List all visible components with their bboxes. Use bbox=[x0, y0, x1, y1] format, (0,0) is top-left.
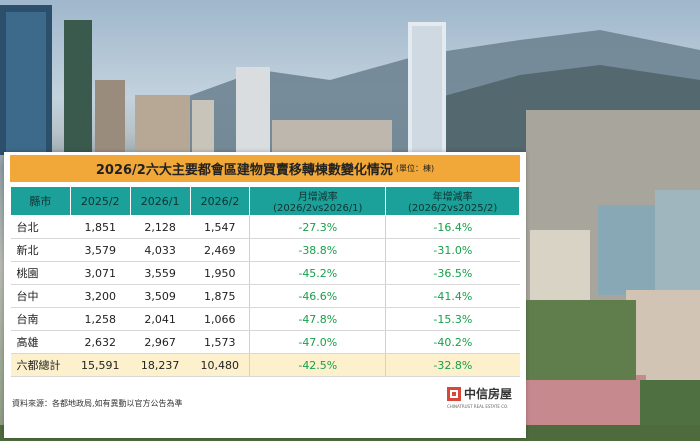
statistics-card: 2026/2六大主要都會區建物買賣移轉棟數變化情況 (單位：棟) 縣市 2025… bbox=[4, 152, 526, 438]
mom-cell: -46.6% bbox=[249, 284, 387, 308]
header-region: 縣市 bbox=[10, 186, 71, 216]
mom-cell: -38.8% bbox=[249, 238, 387, 262]
mom-cell: -47.0% bbox=[249, 330, 387, 354]
header-mom: 月增減率 (2026/2vs2026/1) bbox=[249, 186, 387, 216]
table-row: 桃園 3,071 3,559 1,950 -45.2% -36.5% bbox=[10, 261, 520, 285]
table-row: 台中 3,200 3,509 1,875 -46.6% -41.4% bbox=[10, 284, 520, 308]
value-cell: 1,875 bbox=[190, 284, 251, 308]
yoy-cell: -40.2% bbox=[385, 330, 520, 354]
region-cell: 新北 bbox=[10, 238, 71, 262]
company-logo: 中信房屋 CHINATRUST REAL ESTATE CO. bbox=[447, 385, 512, 413]
mom-cell: -47.8% bbox=[249, 307, 387, 331]
yoy-cell: -31.0% bbox=[385, 238, 520, 262]
header-yoy-line2: (2026/2vs2025/2) bbox=[407, 203, 498, 214]
value-cell: 18,237 bbox=[130, 353, 191, 377]
value-cell: 2,632 bbox=[70, 330, 131, 354]
table-row: 新北 3,579 4,033 2,469 -38.8% -31.0% bbox=[10, 238, 520, 262]
header-2025-2: 2025/2 bbox=[69, 186, 131, 216]
value-cell: 15,591 bbox=[70, 353, 131, 377]
value-cell: 3,579 bbox=[70, 238, 131, 262]
region-cell: 桃園 bbox=[10, 261, 71, 285]
header-mom-line1: 月增減率 bbox=[297, 192, 338, 203]
table-title-bar: 2026/2六大主要都會區建物買賣移轉棟數變化情況 (單位：棟) bbox=[10, 155, 520, 182]
mom-cell: -27.3% bbox=[249, 215, 387, 239]
value-cell: 3,559 bbox=[130, 261, 191, 285]
yoy-cell: -41.4% bbox=[385, 284, 520, 308]
yoy-cell: -15.3% bbox=[385, 307, 520, 331]
region-cell: 台北 bbox=[10, 215, 71, 239]
header-2026-2: 2026/2 bbox=[189, 186, 251, 216]
value-cell: 1,851 bbox=[70, 215, 131, 239]
value-cell: 1,258 bbox=[70, 307, 131, 331]
unit-label: (單位：棟) bbox=[395, 164, 435, 173]
header-mom-line2: (2026/2vs2026/1) bbox=[273, 203, 363, 214]
yoy-cell: -36.5% bbox=[385, 261, 520, 285]
table-row: 台北 1,851 2,128 1,547 -27.3% -16.4% bbox=[10, 215, 520, 239]
region-cell: 台中 bbox=[10, 284, 71, 308]
header-yoy-line1: 年增減率 bbox=[432, 192, 473, 203]
table-row: 高雄 2,632 2,967 1,573 -47.0% -40.2% bbox=[10, 330, 520, 354]
table-row: 台南 1,258 2,041 1,066 -47.8% -15.3% bbox=[10, 307, 520, 331]
value-cell: 10,480 bbox=[190, 353, 251, 377]
value-cell: 4,033 bbox=[130, 238, 191, 262]
value-cell: 3,200 bbox=[70, 284, 131, 308]
value-cell: 1,573 bbox=[190, 330, 251, 354]
logo-english-name: CHINATRUST REAL ESTATE CO. bbox=[447, 404, 509, 409]
value-cell: 2,041 bbox=[130, 307, 191, 331]
value-cell: 2,967 bbox=[130, 330, 191, 354]
value-cell: 1,950 bbox=[190, 261, 251, 285]
region-cell: 台南 bbox=[10, 307, 71, 331]
region-cell: 六都總計 bbox=[10, 353, 71, 377]
transfer-table: 縣市 2025/2 2026/1 2026/2 月增減率 (2026/2vs20… bbox=[10, 186, 520, 377]
source-note: 資料來源：各都地政局,如有異動以官方公告為準 bbox=[12, 399, 183, 408]
header-yoy: 年增減率 (2026/2vs2025/2) bbox=[385, 186, 520, 216]
logo-name: 中信房屋 bbox=[464, 387, 513, 401]
mom-cell: -45.2% bbox=[249, 261, 387, 285]
mom-cell: -42.5% bbox=[249, 353, 387, 377]
table-header-row: 縣市 2025/2 2026/1 2026/2 月增減率 (2026/2vs20… bbox=[10, 186, 520, 216]
value-cell: 2,128 bbox=[130, 215, 191, 239]
value-cell: 2,469 bbox=[190, 238, 251, 262]
region-cell: 高雄 bbox=[10, 330, 71, 354]
total-row: 六都總計 15,591 18,237 10,480 -42.5% -32.8% bbox=[10, 353, 520, 377]
logo-mark-icon bbox=[447, 387, 461, 401]
header-2026-1: 2026/1 bbox=[129, 186, 191, 216]
value-cell: 1,066 bbox=[190, 307, 251, 331]
value-cell: 3,509 bbox=[130, 284, 191, 308]
yoy-cell: -32.8% bbox=[385, 353, 520, 377]
value-cell: 1,547 bbox=[190, 215, 251, 239]
value-cell: 3,071 bbox=[70, 261, 131, 285]
table-title: 2026/2六大主要都會區建物買賣移轉棟數變化情況 bbox=[95, 163, 393, 178]
yoy-cell: -16.4% bbox=[385, 215, 520, 239]
